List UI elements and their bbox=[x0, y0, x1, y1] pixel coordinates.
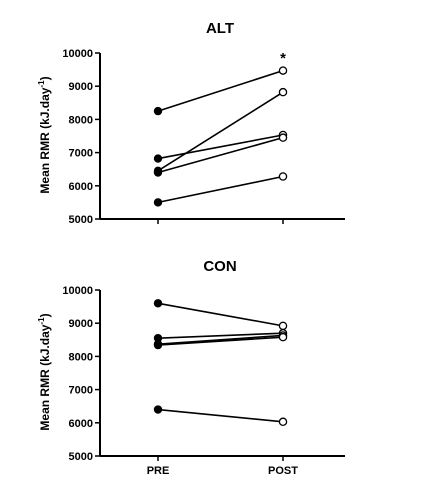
x-tick-label: POST bbox=[268, 465, 298, 477]
series-line bbox=[157, 69, 284, 112]
y-tick-label: 7000 bbox=[69, 148, 93, 160]
post-point bbox=[278, 133, 288, 142]
pre-point bbox=[153, 405, 163, 414]
y-tick-label: 8000 bbox=[69, 114, 93, 126]
y-tick-label: 10000 bbox=[62, 285, 93, 297]
pre-point bbox=[153, 154, 163, 163]
chart-panel-con: CON Mean RMR (kJ.day-1) 5000 6000 7000 8000… bbox=[37, 258, 345, 477]
series-line bbox=[157, 175, 284, 204]
series-line bbox=[157, 332, 284, 339]
pre-point bbox=[153, 198, 163, 207]
y-axis-label: Mean RMR (kJ.day-1) bbox=[37, 76, 52, 193]
x-tick-label: PRE bbox=[147, 465, 170, 477]
post-point bbox=[278, 87, 288, 97]
y-tick-label: 9000 bbox=[69, 318, 93, 330]
y-tick-label: 7000 bbox=[69, 385, 93, 397]
series-line bbox=[157, 136, 284, 174]
pre-point bbox=[153, 340, 163, 350]
series-line bbox=[157, 336, 284, 346]
y-tick-label: 10000 bbox=[62, 48, 93, 60]
y-tick-label: 6000 bbox=[69, 181, 93, 193]
post-point bbox=[278, 321, 288, 331]
y-axis-label: Mean RMR (kJ.day-1) bbox=[37, 313, 52, 430]
chart-panel-alt: ALT Mean RMR (kJ.day-1) * 5000 6000 7000 80… bbox=[37, 20, 345, 226]
significance-annotation: * bbox=[280, 50, 286, 67]
y-tick-label: 5000 bbox=[69, 214, 93, 226]
y-tick-label: 6000 bbox=[69, 418, 93, 430]
series-line bbox=[157, 134, 284, 160]
pre-point bbox=[153, 168, 163, 177]
y-tick-label: 9000 bbox=[69, 81, 93, 93]
series-line bbox=[157, 302, 284, 327]
chart-title: ALT bbox=[206, 20, 234, 37]
post-point bbox=[278, 66, 288, 75]
pre-point bbox=[153, 299, 163, 308]
y-tick-label: 8000 bbox=[69, 351, 93, 363]
y-tick-label: 5000 bbox=[69, 451, 93, 463]
chart-title: CON bbox=[203, 258, 236, 275]
series-line bbox=[157, 408, 284, 423]
post-point bbox=[278, 172, 288, 181]
series-line bbox=[157, 334, 284, 345]
post-point bbox=[278, 417, 288, 427]
series-line bbox=[157, 91, 284, 172]
pre-point bbox=[153, 106, 163, 116]
post-point bbox=[278, 332, 288, 342]
